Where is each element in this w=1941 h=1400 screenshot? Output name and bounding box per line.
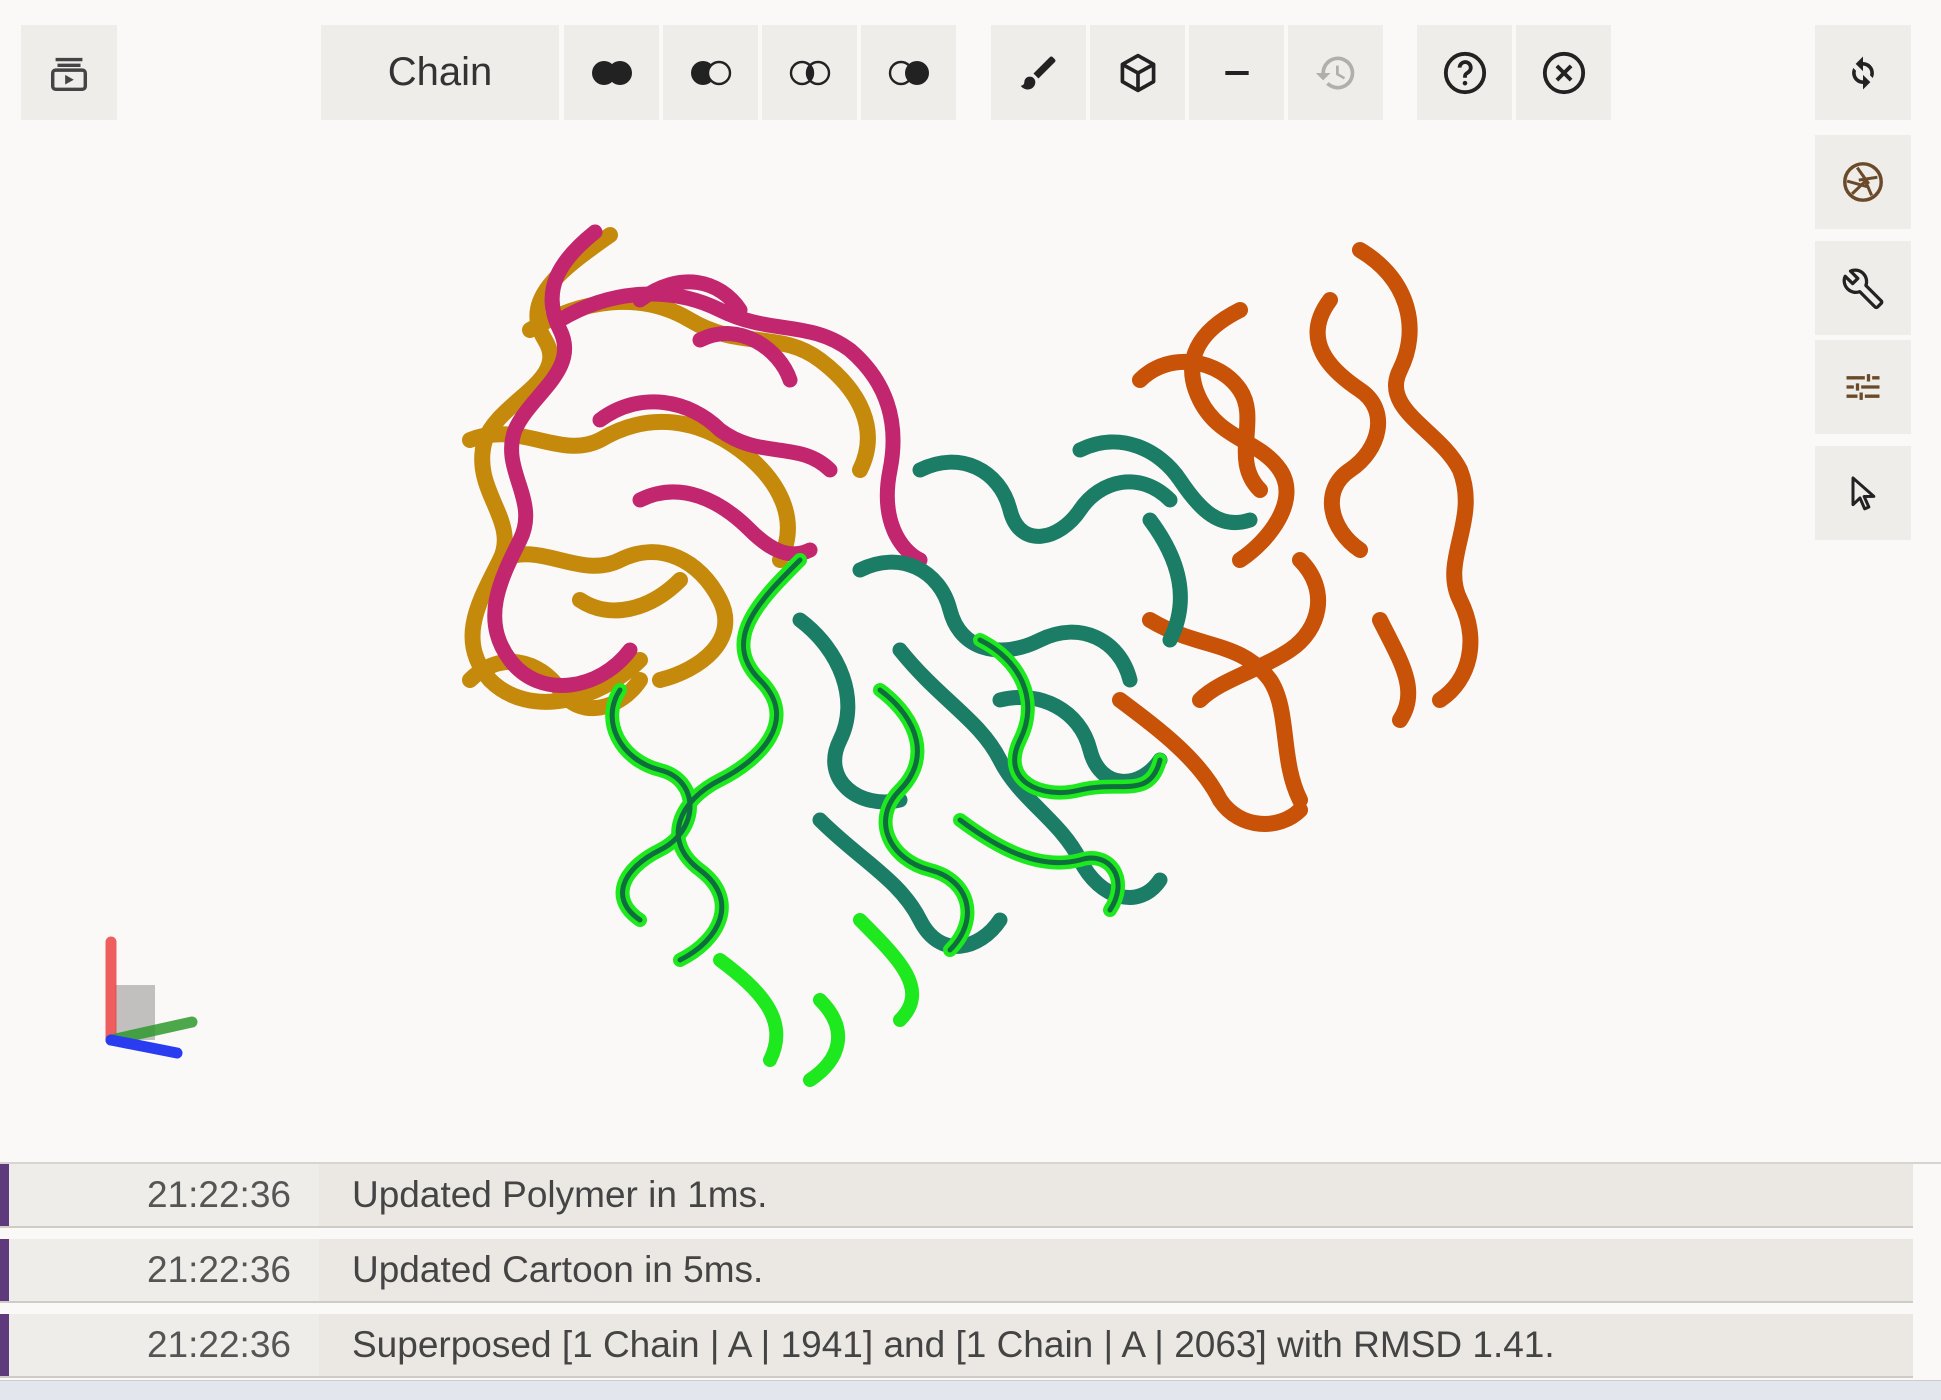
log-panel: 21:22:36 Updated Polymer in 1ms. 21:22:3… <box>0 1162 1941 1382</box>
close-circle-icon <box>1542 51 1585 94</box>
wrench-icon <box>1842 268 1884 310</box>
screenshot-icon <box>1843 162 1883 202</box>
controls-button[interactable] <box>1815 340 1911 434</box>
x-axis <box>105 1016 198 1046</box>
molecule-viewport[interactable] <box>0 130 1941 1160</box>
minus-icon <box>1224 70 1249 75</box>
settings-button[interactable] <box>1815 241 1911 335</box>
complement-selection-button[interactable] <box>861 25 956 120</box>
reset-view-button[interactable] <box>1815 25 1911 120</box>
log-entry: 21:22:36 Superposed [1 Chain | A | 1941]… <box>0 1314 1913 1378</box>
sequence-play-icon <box>50 57 88 91</box>
log-time: 21:22:36 <box>9 1239 319 1301</box>
pointer-icon <box>1851 476 1876 511</box>
log-level-bar <box>0 1164 9 1226</box>
help-circle-icon <box>1443 51 1486 94</box>
log-entry: 21:22:36 Updated Cartoon in 5ms. <box>0 1239 1913 1303</box>
set-intersect-icon <box>789 60 830 85</box>
log-message: Superposed [1 Chain | A | 1941] and [1 C… <box>352 1324 1555 1365</box>
log-level-bar <box>0 1239 9 1301</box>
z-axis <box>105 1034 183 1059</box>
sequence-panel-button[interactable] <box>21 25 117 120</box>
union-selection-button[interactable] <box>564 25 659 120</box>
set-union-icon <box>591 60 632 85</box>
log-message: Updated Polymer in 1ms. <box>352 1174 768 1215</box>
representation-button[interactable] <box>1090 25 1185 120</box>
subtract-selection-button[interactable] <box>663 25 758 120</box>
screenshot-button[interactable] <box>1815 135 1911 229</box>
axes-indicator <box>105 936 198 1059</box>
remove-button[interactable] <box>1189 25 1284 120</box>
selection-mode-button[interactable]: Chain <box>321 25 559 120</box>
selection-mode-label: Chain <box>387 50 493 94</box>
sliders-icon <box>1846 374 1880 400</box>
help-button[interactable] <box>1417 25 1512 120</box>
close-button[interactable] <box>1516 25 1611 120</box>
set-subtract-icon <box>690 60 731 85</box>
log-level-bar <box>0 1314 9 1376</box>
set-complement-icon <box>888 60 929 85</box>
history-icon <box>1315 56 1354 89</box>
color-button[interactable] <box>991 25 1086 120</box>
chain-gold <box>462 227 876 716</box>
os-taskbar <box>0 1380 1941 1400</box>
log-message: Updated Cartoon in 5ms. <box>352 1249 764 1290</box>
log-entry: 21:22:36 Updated Polymer in 1ms. <box>0 1164 1913 1228</box>
chain-orange <box>1112 242 1479 832</box>
intersect-selection-button[interactable] <box>762 25 857 120</box>
brush-icon <box>1020 56 1055 89</box>
pointer-mode-button[interactable] <box>1815 446 1911 540</box>
log-time: 21:22:36 <box>9 1164 319 1226</box>
cube-icon <box>1120 53 1155 92</box>
chain-magenta <box>487 224 928 693</box>
reset-view-icon <box>1852 56 1874 89</box>
chain-green-selected <box>605 553 1167 1087</box>
log-time: 21:22:36 <box>9 1314 319 1376</box>
undo-button[interactable] <box>1288 25 1383 120</box>
